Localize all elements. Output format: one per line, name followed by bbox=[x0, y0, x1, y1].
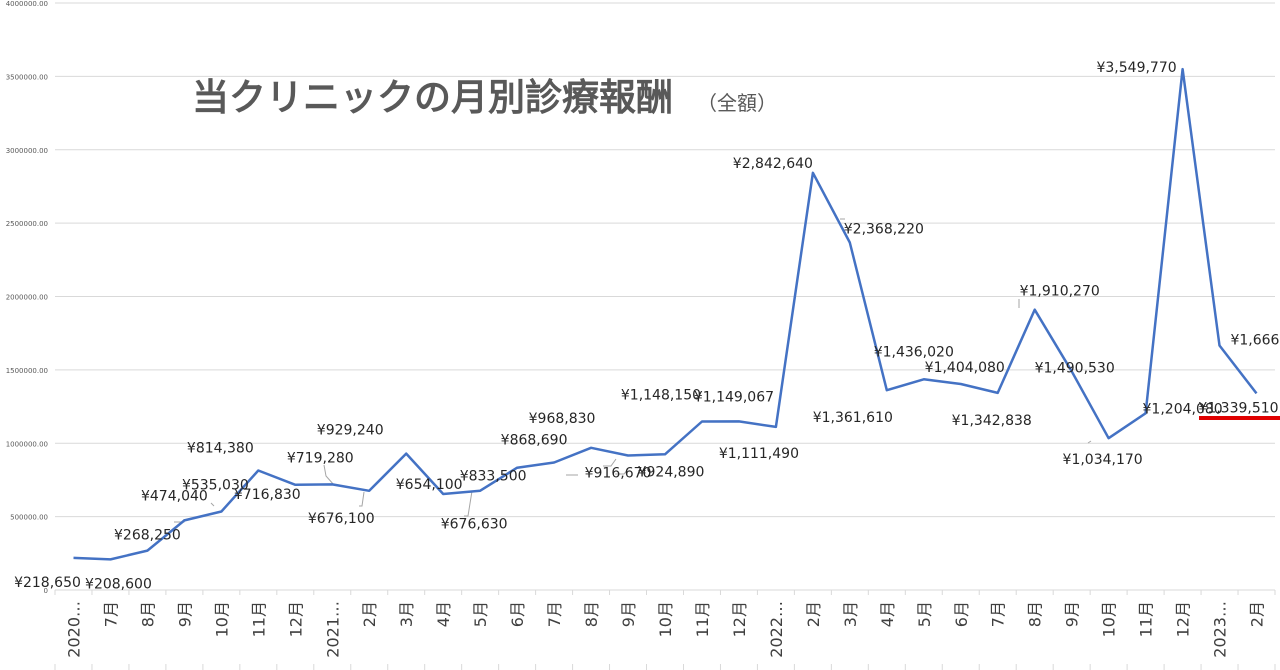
data-label: ¥676,630 bbox=[441, 517, 508, 533]
leader-line bbox=[323, 464, 335, 486]
leader-line bbox=[1087, 440, 1092, 444]
data-label: ¥1,490,530 bbox=[1035, 360, 1115, 376]
data-label: ¥833,500 bbox=[460, 469, 527, 485]
x-tick-label: 6月 bbox=[952, 601, 971, 627]
data-label: ¥218,650 bbox=[14, 575, 81, 591]
data-label: ¥474,040 bbox=[141, 488, 208, 504]
data-label: ¥716,830 bbox=[234, 487, 301, 503]
data-label: ¥968,830 bbox=[529, 411, 596, 427]
x-tick-label: 9月 bbox=[1063, 601, 1082, 627]
data-label: ¥916,670 bbox=[585, 465, 652, 481]
data-label: ¥2,368,220 bbox=[844, 221, 924, 237]
x-tick-label: 7月 bbox=[101, 601, 120, 627]
x-tick-label: 5月 bbox=[471, 601, 490, 627]
x-tick-label: 2月 bbox=[804, 601, 823, 627]
y-axis-ticks: 0 500000.00 1000000.00 1500000.00 2000000.00… bbox=[6, 0, 48, 595]
y-tick-label: 1000000.00 bbox=[6, 440, 48, 448]
x-tick-label: 12月 bbox=[1174, 601, 1193, 637]
leader-line bbox=[464, 490, 473, 517]
data-label: ¥1,111,490 bbox=[719, 446, 799, 462]
data-label: ¥1,342,838 bbox=[952, 413, 1032, 429]
data-label: ¥1,204,080 bbox=[1143, 401, 1223, 417]
data-label: ¥268,250 bbox=[114, 528, 181, 544]
x-tick-label: 8月 bbox=[138, 601, 157, 627]
data-label: ¥2,842,640 bbox=[733, 156, 813, 172]
x-tick-label: 7月 bbox=[989, 601, 1008, 627]
data-label: ¥1,666,390 bbox=[1230, 332, 1280, 348]
x-tick-label: 9月 bbox=[619, 601, 638, 627]
x-tick-label: 2023… bbox=[1211, 601, 1230, 658]
data-label: ¥1,034,170 bbox=[1063, 452, 1143, 468]
data-label: ¥929,240 bbox=[317, 423, 384, 439]
data-label: ¥1,148,150 bbox=[621, 388, 701, 404]
x-tick-label: 7月 bbox=[545, 601, 564, 627]
y-tick-label: 2500000.00 bbox=[6, 220, 48, 228]
y-tick-label: 3000000.00 bbox=[6, 147, 48, 155]
x-tick-label: 10月 bbox=[656, 601, 675, 637]
data-label: ¥535,030 bbox=[182, 477, 249, 493]
data-label: ¥719,280 bbox=[287, 450, 354, 466]
y-tick-label: 0 bbox=[44, 587, 48, 595]
x-tick-label: 10月 bbox=[1100, 601, 1119, 637]
x-tick-label: 2021… bbox=[323, 601, 342, 658]
chart-subtitle: （全額） bbox=[697, 91, 777, 115]
data-label: ¥1,910,270 bbox=[1020, 284, 1100, 300]
y-tick-label: 1500000.00 bbox=[6, 367, 48, 375]
series-line bbox=[73, 67, 1258, 561]
x-tick-label: 4月 bbox=[434, 601, 453, 627]
x-tick-label: 12月 bbox=[286, 601, 305, 637]
data-label: ¥868,690 bbox=[501, 433, 568, 449]
y-tick-label: 500000.00 bbox=[10, 514, 48, 522]
data-label: ¥1,149,067 bbox=[694, 389, 774, 405]
y-tick-label: 3500000.00 bbox=[6, 73, 48, 81]
x-tick-label: 3月 bbox=[841, 601, 860, 627]
x-tick-label: 11月 bbox=[249, 601, 268, 637]
y-tick-label: 2000000.00 bbox=[6, 294, 48, 302]
gridlines bbox=[55, 2, 1275, 518]
leader-line bbox=[210, 502, 215, 507]
x-tick-label: 8月 bbox=[582, 601, 601, 627]
data-label: ¥1,339,510 bbox=[1198, 400, 1278, 416]
x-tick-label: 11月 bbox=[693, 601, 712, 637]
x-tick-label: 2022… bbox=[767, 601, 786, 658]
x-tick-label: 12月 bbox=[730, 601, 749, 637]
x-tick-label: 10月 bbox=[212, 601, 231, 637]
data-label: ¥814,380 bbox=[187, 440, 254, 456]
x-tick-label: 2月 bbox=[1248, 601, 1267, 627]
leader-line bbox=[359, 491, 365, 507]
data-label: ¥1,361,610 bbox=[813, 410, 893, 426]
chart-title: 当クリニックの月別診療報酬 bbox=[192, 76, 673, 119]
x-tick-label: 2020… bbox=[64, 601, 83, 658]
x-tick-label: 6月 bbox=[508, 601, 527, 627]
data-label: ¥924,890 bbox=[638, 464, 705, 480]
x-tick-label: 4月 bbox=[878, 601, 897, 627]
leader-line bbox=[603, 458, 617, 467]
leader-line bbox=[615, 468, 629, 475]
data-labels: ¥218,650 ¥208,600 ¥268,250 ¥474,040¥535,030… bbox=[14, 60, 1280, 592]
x-tick-label: 8月 bbox=[1026, 601, 1045, 627]
data-label: ¥1,436,020 bbox=[874, 344, 954, 360]
data-label: ¥654,100 bbox=[396, 477, 463, 493]
data-label: ¥1,404,080 bbox=[925, 360, 1005, 376]
x-axis-ticks: 2020… 7月 8月 9月 10月 11月 12月 2021… 2月 3月 4月 5月 6月 7月 8月 9… bbox=[54, 590, 1276, 670]
x-tick-label: 5月 bbox=[915, 601, 934, 627]
data-label: ¥676,100 bbox=[308, 511, 375, 527]
x-tick-label: 11月 bbox=[1137, 601, 1156, 637]
data-label: ¥208,600 bbox=[85, 576, 152, 592]
x-tick-label: 9月 bbox=[175, 601, 194, 627]
x-tick-label: 3月 bbox=[397, 601, 416, 627]
x-tick-label: 2月 bbox=[360, 601, 379, 627]
data-label: ¥3,549,770 bbox=[1096, 60, 1176, 76]
y-tick-label: 4000000.00 bbox=[6, 0, 48, 8]
